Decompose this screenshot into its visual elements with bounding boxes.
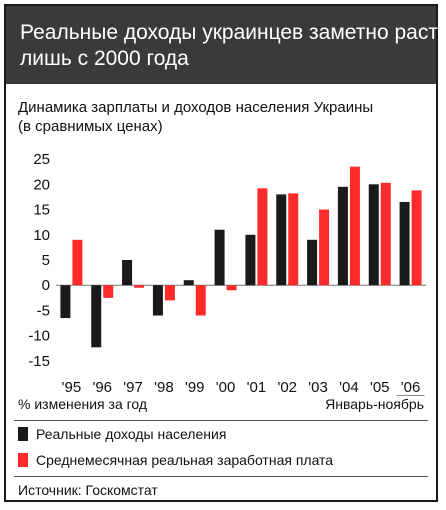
subtitle-line-2: (в сравнимых ценах): [18, 118, 163, 135]
x-tick-label: '99: [185, 379, 205, 396]
bar-salary: [103, 285, 114, 298]
x-tick-label: '00: [216, 379, 236, 396]
source-note: Источник: Госкомстат: [18, 482, 158, 498]
x-tick-label: '03: [308, 379, 328, 396]
bar-income: [122, 260, 133, 286]
x-tick-label: '01: [247, 379, 267, 396]
x-tick-label: '95: [62, 379, 82, 396]
bar-salary: [288, 193, 299, 286]
x-axis-label: % изменения за год: [18, 396, 148, 412]
x-axis-note: Январь-ноябрь: [325, 396, 424, 412]
legend-swatch-black: [18, 427, 28, 441]
legend-label-income: Реальные доходы населения: [36, 426, 227, 442]
bar-income: [368, 184, 379, 286]
bar-income: [276, 194, 287, 286]
divider-bottom: [14, 476, 428, 477]
chart-header: Реальные доходы украинцев заметно растут…: [6, 6, 446, 84]
y-tick-label: -15: [28, 353, 50, 370]
bar-salary: [226, 285, 237, 291]
x-tick-label: '96: [92, 379, 112, 396]
bar-salary: [134, 285, 145, 288]
y-tick-label: 25: [33, 151, 50, 168]
bar-salary: [319, 209, 330, 286]
legend-item-salary: Среднемесячная реальная заработная плата: [18, 452, 333, 468]
y-tick-label: 0: [42, 277, 50, 294]
legend-swatch-red: [18, 453, 28, 467]
title-line-2: лишь с 2000 года: [20, 47, 189, 70]
y-tick-label: 5: [42, 252, 50, 269]
subtitle-line-1: Динамика зарплаты и доходов населения Ук…: [18, 99, 374, 116]
chart-subtitle: Динамика зарплаты и доходов населения Ук…: [18, 98, 373, 136]
y-tick-label: 10: [33, 227, 50, 244]
legend-item-income: Реальные доходы населения: [18, 426, 226, 442]
x-tick-label: '97: [123, 379, 143, 396]
bar-income: [183, 280, 194, 286]
bar-chart: 25 20 15 10 5 0 -5 -10 -15 '95 '96 '97 '98 '99 '00 '01 '…: [28, 151, 426, 396]
bar-income: [307, 239, 318, 286]
bar-income: [152, 285, 163, 316]
bar-income: [399, 201, 410, 286]
bar-salary: [72, 239, 83, 286]
bar-income: [91, 285, 102, 348]
bar-income: [245, 234, 256, 286]
x-tick-label: '02: [277, 379, 297, 396]
bar-income: [337, 186, 348, 286]
bar-salary: [164, 285, 175, 301]
legend-label-salary: Среднемесячная реальная заработная плата: [36, 452, 334, 468]
chart-frame: Реальные доходы украинцев заметно растут…: [4, 4, 446, 502]
y-tick-label: 15: [33, 202, 50, 219]
bar-salary: [349, 166, 360, 286]
bar-income: [214, 229, 225, 286]
x-tick-label: '05: [370, 379, 390, 396]
bar-salary: [380, 182, 391, 286]
x-tick-label: '06: [401, 379, 421, 396]
y-tick-label: -5: [37, 302, 50, 319]
bar-income: [60, 285, 71, 319]
y-tick-label: 20: [33, 176, 50, 193]
x-tick-label: '04: [339, 379, 359, 396]
y-tick-label: -10: [28, 328, 50, 345]
divider-top: [14, 420, 428, 421]
bar-salary: [257, 188, 268, 286]
x-tick-label: '98: [154, 379, 174, 396]
title-line-1: Реальные доходы украинцев заметно растут: [20, 21, 446, 44]
bar-salary: [195, 285, 206, 316]
bar-salary: [411, 190, 422, 286]
